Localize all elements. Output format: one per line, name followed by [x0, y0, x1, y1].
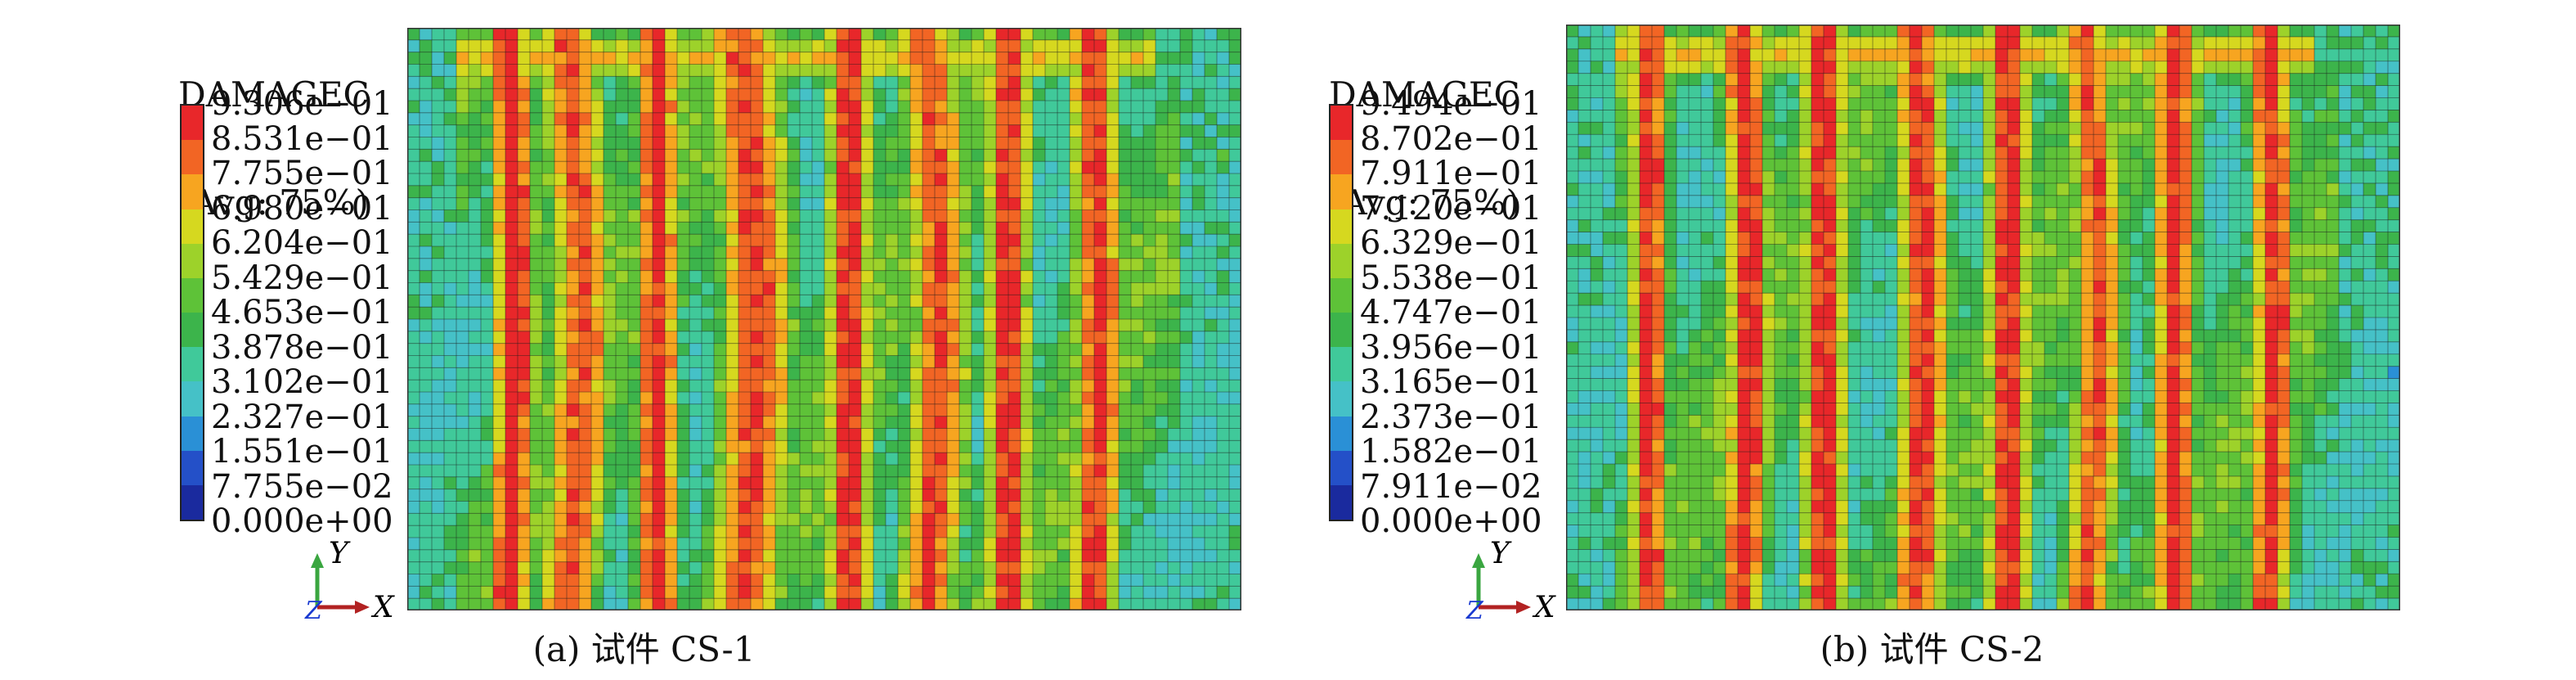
- legend-tick-label: 6.204e−01: [211, 224, 393, 262]
- legend-swatch: [1331, 313, 1352, 348]
- legend-tick-label: 6.980e−01: [211, 189, 393, 227]
- legend-tick-label: 7.120e−01: [1360, 189, 1542, 227]
- legend-color-bar: [1329, 104, 1353, 521]
- legend-tick-label: 7.911e−02: [1360, 467, 1542, 506]
- legend-swatch: [182, 484, 203, 520]
- legend-tick-label: 8.702e−01: [1360, 119, 1542, 158]
- finite-element-mesh: [407, 28, 1241, 610]
- legend-swatch: [182, 174, 203, 209]
- legend-swatch: [182, 140, 203, 175]
- legend-swatch: [1331, 209, 1352, 245]
- legend-tick-label: 7.755e−01: [211, 155, 393, 192]
- legend-tick-label: 1.582e−01: [1360, 433, 1542, 471]
- legend-tick-label: 2.327e−01: [211, 398, 393, 436]
- finite-element-mesh: [1566, 25, 2400, 610]
- legend-tick-label: 3.956e−01: [1360, 328, 1542, 367]
- legend-swatch: [182, 347, 203, 382]
- legend-swatch: [182, 381, 203, 417]
- legend-color-bar: [180, 104, 204, 521]
- axis-x-label: X: [1532, 591, 1556, 622]
- legend-tick-label: 5.429e−01: [211, 259, 393, 297]
- legend-tick-label: 7.911e−01: [1360, 155, 1542, 192]
- legend-tick-label: 7.755e−02: [211, 467, 393, 506]
- panel-cs-1: DAMAGEC (Avg: 75%) 9.306e−01 8.531e−01 7.7…: [178, 5, 1241, 669]
- legend-tick-label: 2.373e−01: [1360, 398, 1542, 436]
- legend-swatch: [182, 416, 203, 452]
- legend-tick-label: 5.538e−01: [1360, 259, 1542, 297]
- legend-swatch: [1331, 484, 1352, 520]
- legend-tick-label: 9.494e−01: [1360, 85, 1542, 123]
- damage-contour-plot: [1566, 25, 2400, 610]
- damage-contour-plot: [407, 28, 1241, 610]
- legend-swatch: [182, 313, 203, 348]
- caption-cs-1: (a) 试件 CS-1: [532, 629, 756, 669]
- caption-cs-2: (b) 试件 CS-2: [1820, 629, 2044, 669]
- legend-swatch: [1331, 450, 1352, 486]
- legend-tick-label: 0.000e+00: [1360, 502, 1542, 540]
- legend-tick-label: 4.653e−01: [211, 294, 393, 331]
- legend-tick-label: 3.165e−01: [1360, 363, 1542, 401]
- axis-y-label: Y: [329, 540, 351, 570]
- legend-swatch: [1331, 174, 1352, 209]
- legend-swatch: [1331, 416, 1352, 452]
- legend-swatch: [182, 243, 203, 279]
- legend-swatch: [1331, 106, 1352, 141]
- legend-tick-label: 0.000e+00: [211, 502, 393, 540]
- legend-tick-label: 6.329e−01: [1360, 224, 1542, 262]
- legend-swatch: [1331, 277, 1352, 313]
- legend-tick-label: 8.531e−01: [211, 119, 393, 158]
- legend-swatch: [182, 277, 203, 313]
- legend-swatch: [182, 106, 203, 141]
- legend-tick-label: 4.747e−01: [1360, 294, 1542, 331]
- axis-triad: Y X Z: [1465, 540, 1556, 622]
- legend-variable-name: DAMAGEC: [1329, 74, 1520, 115]
- legend-swatch: [182, 450, 203, 486]
- legend-swatch: [1331, 140, 1352, 175]
- legend-tick-label: 3.878e−01: [211, 328, 393, 367]
- legend-swatch: [1331, 243, 1352, 279]
- legend-swatch: [182, 209, 203, 245]
- legend-tick-label: 3.102e−01: [211, 363, 393, 401]
- panel-cs-2: DAMAGEC (Avg: 75%) 9.494e−01 8.702e−01 7.9…: [1288, 0, 2576, 680]
- legend-tick-label: 9.306e−01: [211, 85, 393, 123]
- axis-z-label: Z: [1465, 597, 1484, 622]
- legend-variable-name: DAMAGEC: [178, 74, 370, 115]
- legend-swatch: [1331, 381, 1352, 417]
- legend-tick-label: 1.551e−01: [211, 433, 393, 471]
- axis-y-label: Y: [1490, 540, 1512, 570]
- axis-triad: Y X Z: [304, 540, 395, 622]
- axis-x-label: X: [370, 591, 395, 622]
- axis-z-label: Z: [304, 597, 323, 622]
- legend-swatch: [1331, 347, 1352, 382]
- legend-title: DAMAGEC (Avg: 75%): [178, 5, 370, 293]
